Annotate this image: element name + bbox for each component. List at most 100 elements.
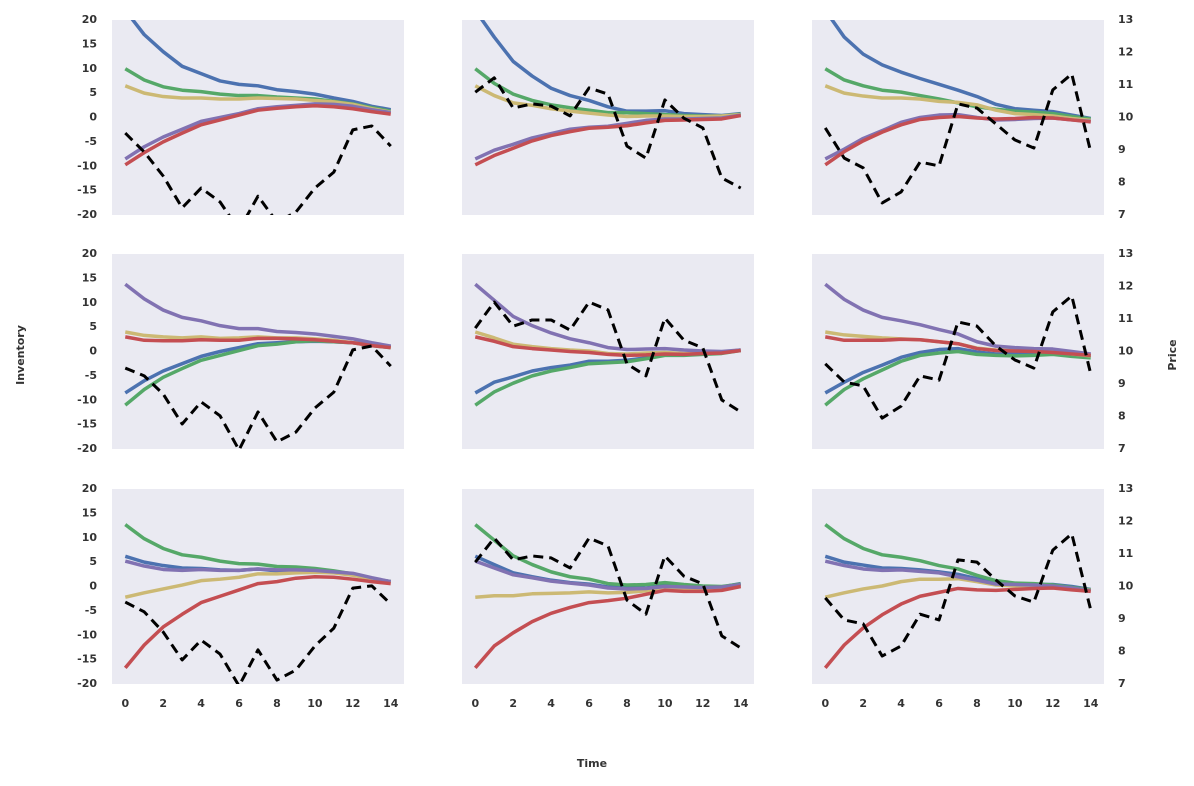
inventory-line (474, 559, 741, 591)
x-tick-label: 10 (307, 697, 323, 710)
inventory-line (824, 349, 1091, 407)
x-tick-label: 14 (383, 697, 399, 710)
y-tick-label: -10 (77, 393, 97, 406)
inventory-line (124, 104, 391, 167)
price-line (824, 294, 1093, 420)
panel: -20 -15 -10 -5 0 5 10 15 20 0 2 4 6 8 10 12 14 (77, 482, 404, 710)
y-tick-label: -20 (77, 677, 97, 690)
y-tick-label: -15 (77, 184, 97, 197)
x-axis-label: Time (577, 757, 607, 770)
inventory-line (474, 84, 741, 119)
x-tick-label: 0 (821, 697, 829, 710)
inventory-line (124, 559, 392, 584)
plot-area (112, 20, 404, 215)
x-tick-label: 8 (273, 697, 281, 710)
panel: 7 8 9 10 11 12 13 (812, 247, 1134, 455)
y-tick-label: 20 (82, 247, 98, 260)
inventory-line (473, 584, 742, 670)
inventory-line (124, 282, 392, 348)
y2-tick-label: 10 (1118, 111, 1134, 124)
y2-tick-label: 8 (1118, 176, 1126, 189)
panel: 0 2 4 6 8 10 12 14 (462, 489, 754, 710)
y-tick-label: 15 (82, 37, 97, 50)
series-group (474, 282, 742, 414)
series-group (824, 282, 1093, 420)
y-tick-label: -5 (85, 135, 97, 148)
panel (462, 254, 754, 449)
inventory-line (824, 282, 1091, 356)
panel: -20 -15 -10 -5 0 5 10 15 20 (77, 13, 404, 221)
inventory-line (824, 559, 1091, 593)
y-tick-label: 5 (89, 320, 97, 333)
y-tick-label: -5 (85, 369, 97, 382)
y-tick-label: -10 (77, 628, 97, 641)
price-line (124, 584, 392, 684)
price-line (124, 344, 392, 449)
y2-tick-label: 8 (1118, 410, 1126, 423)
y-tick-label: -10 (77, 159, 97, 172)
y2-tick-label: 11 (1118, 78, 1133, 91)
inventory-line (823, 586, 1091, 670)
series-group (123, 523, 392, 684)
inventory-line (474, 113, 742, 167)
y-tick-label: -15 (77, 653, 97, 666)
y2-tick-label: 9 (1118, 143, 1126, 156)
y2-tick-label: 11 (1118, 547, 1133, 560)
x-tick-label: 4 (547, 697, 555, 710)
y2-tick-label: 9 (1118, 612, 1126, 625)
y2-tick-label: 12 (1118, 515, 1133, 528)
inventory-line (830, 20, 1092, 121)
y2-tick-label: 10 (1118, 580, 1134, 593)
x-tick-label: 6 (935, 697, 943, 710)
x-tick-label: 12 (1045, 697, 1060, 710)
y2-tick-label: 7 (1118, 208, 1126, 221)
panel: -20 -15 -10 -5 0 5 10 15 20 (77, 247, 404, 455)
x-tick-label: 6 (585, 697, 593, 710)
price-line (124, 124, 392, 215)
inventory-line (130, 20, 392, 112)
x-tick-label: 12 (695, 697, 710, 710)
y-tick-label: -20 (77, 442, 97, 455)
x-tick-label: 14 (733, 697, 749, 710)
y2-tick-label: 10 (1118, 345, 1134, 358)
x-tick-label: 2 (859, 697, 867, 710)
price-line (474, 536, 742, 650)
y-tick-label: 0 (89, 111, 97, 124)
x-tick-label: 12 (345, 697, 360, 710)
x-tick-label: 0 (121, 697, 129, 710)
y2-tick-label: 8 (1118, 645, 1126, 658)
x-tick-label: 8 (973, 697, 981, 710)
series-group (124, 20, 392, 215)
price-line (474, 76, 742, 190)
y2-tick-label: 7 (1118, 677, 1126, 690)
y2-tick-label: 11 (1118, 312, 1133, 325)
panel: 7 8 9 10 11 12 13 (812, 13, 1134, 221)
series-group (474, 20, 742, 190)
y-tick-label: -20 (77, 208, 97, 221)
x-tick-label: 2 (509, 697, 517, 710)
y2-tick-label: 13 (1118, 13, 1133, 26)
price-line (474, 300, 742, 414)
x-tick-label: 14 (1083, 697, 1099, 710)
y-tick-label: 10 (82, 531, 98, 544)
inventory-line (124, 84, 392, 114)
price-line (824, 532, 1093, 658)
y-tick-label: 20 (82, 13, 98, 26)
inventory-line (474, 282, 741, 354)
inventory-line (123, 575, 391, 670)
y2-tick-label: 12 (1118, 46, 1133, 59)
x-tick-label: 10 (657, 697, 673, 710)
y2-axis-label: Price (1166, 339, 1179, 370)
price-line (823, 72, 1093, 205)
x-tick-label: 8 (623, 697, 631, 710)
y2-tick-label: 13 (1118, 482, 1133, 495)
y-tick-label: 10 (82, 296, 98, 309)
x-tick-label: 4 (197, 697, 205, 710)
series-group (124, 282, 392, 449)
y2-tick-label: 12 (1118, 280, 1133, 293)
inventory-line (124, 335, 391, 350)
inventory-line (824, 84, 1091, 123)
y2-tick-label: 7 (1118, 442, 1126, 455)
panel: 7 8 9 10 11 12 13 0 2 4 6 8 10 12 14 (812, 482, 1134, 710)
